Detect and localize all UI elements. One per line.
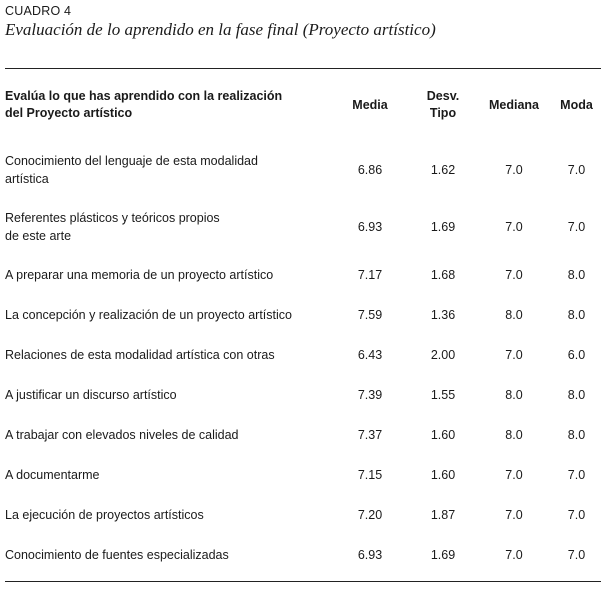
header-desv: Desv. Tipo	[410, 79, 476, 131]
cell-mediana: 7.0	[505, 219, 523, 234]
row-question: Conocimiento de fuentes especializadas	[5, 548, 229, 562]
table-row: La ejecución de proyectos artísticos 7.2…	[5, 495, 601, 535]
cell-mediana: 7.0	[505, 508, 523, 522]
results-table: Evalúa lo que has aprendido con la reali…	[5, 79, 601, 575]
document: CUADRO 4 Evaluación de lo aprendido en l…	[5, 4, 601, 582]
row-question-line1: Conocimiento del lenguaje de esta modali…	[5, 153, 258, 168]
cell-media: 7.59	[357, 308, 383, 322]
cell-moda: 8.0	[567, 308, 586, 322]
table-title: Evaluación de lo aprendido en la fase fi…	[5, 20, 436, 39]
cell-desv: 1.60	[430, 468, 456, 482]
cell-desv: 1.87	[430, 508, 456, 522]
table-row: La concepción y realización de un proyec…	[5, 295, 601, 335]
cell-desv: 1.69	[430, 219, 456, 234]
cell-media: 7.15	[357, 468, 383, 482]
header-moda: Moda	[560, 97, 593, 112]
header-media: Media	[352, 97, 388, 112]
cell-desv: 1.68	[430, 268, 456, 282]
row-question: A justificar un discurso artístico	[5, 388, 177, 402]
cell-moda: 8.0	[567, 428, 586, 442]
cell-mediana: 7.0	[505, 548, 523, 562]
cell-moda: 7.0	[567, 468, 586, 482]
bottom-rule	[5, 581, 601, 582]
cell-moda: 7.0	[567, 219, 586, 234]
row-question: Conocimiento del lenguaje de esta modali…	[5, 141, 330, 198]
table-row: Referentes plásticos y teóricos propios d…	[5, 198, 601, 255]
cell-desv: 1.62	[430, 162, 456, 177]
cell-moda: 6.0	[567, 348, 586, 362]
cell-desv: 2.00	[430, 348, 456, 362]
cell-moda: 8.0	[567, 268, 586, 282]
row-question: La concepción y realización de un proyec…	[5, 308, 292, 322]
cell-desv: 1.55	[430, 388, 456, 402]
cell-moda: 7.0	[567, 508, 586, 522]
cell-moda: 7.0	[567, 548, 586, 562]
cell-media: 7.17	[357, 268, 383, 282]
row-question: A documentarme	[5, 468, 100, 482]
header-question: Evalúa lo que has aprendido con la reali…	[5, 79, 330, 131]
header-question-line1: Evalúa lo que has aprendido con la reali…	[5, 89, 283, 103]
row-question-line2: artística	[5, 171, 49, 186]
row-question: La ejecución de proyectos artísticos	[5, 508, 204, 522]
cell-media: 6.93	[357, 219, 383, 234]
row-question: A preparar una memoria de un proyecto ar…	[5, 268, 274, 282]
row-question: A trabajar con elevados niveles de calid…	[5, 428, 239, 442]
table-label: CUADRO 4	[5, 4, 72, 18]
header-mediana: Mediana	[488, 97, 539, 112]
top-rule	[5, 68, 601, 69]
header-desv-line1: Desv.	[426, 89, 460, 103]
table-row: Relaciones de esta modalidad artística c…	[5, 335, 601, 375]
table-row: A preparar una memoria de un proyecto ar…	[5, 255, 601, 295]
cell-mediana: 8.0	[505, 388, 523, 402]
cell-media: 7.20	[357, 508, 383, 522]
cell-moda: 8.0	[567, 388, 586, 402]
cell-mediana: 8.0	[505, 428, 523, 442]
cell-moda: 7.0	[567, 162, 586, 177]
cell-mediana: 7.0	[505, 348, 523, 362]
cell-desv: 1.69	[430, 548, 456, 562]
row-question-line1: Referentes plásticos y teóricos propios	[5, 210, 220, 225]
table-row: A documentarme 7.15 1.60 7.0 7.0	[5, 455, 601, 495]
header-desv-line2: Tipo	[429, 106, 457, 120]
cell-media: 6.93	[357, 548, 383, 562]
cell-mediana: 8.0	[505, 308, 523, 322]
table-row: Conocimiento de fuentes especializadas 6…	[5, 535, 601, 575]
cell-mediana: 7.0	[505, 268, 523, 282]
cell-desv: 1.36	[430, 308, 456, 322]
header-question-line2: del Proyecto artístico	[5, 106, 133, 120]
table-row: A trabajar con elevados niveles de calid…	[5, 415, 601, 455]
cell-mediana: 7.0	[505, 468, 523, 482]
cell-mediana: 7.0	[505, 162, 523, 177]
table-row: A justificar un discurso artístico 7.39 …	[5, 375, 601, 415]
cell-media: 7.39	[357, 388, 383, 402]
row-question: Referentes plásticos y teóricos propios d…	[5, 198, 330, 255]
row-question-line2: de este arte	[5, 228, 72, 243]
header-row: Evalúa lo que has aprendido con la reali…	[5, 79, 601, 131]
cell-media: 7.37	[357, 428, 383, 442]
cell-media: 6.43	[357, 348, 383, 362]
cell-media: 6.86	[357, 162, 383, 177]
row-question: Relaciones de esta modalidad artística c…	[5, 348, 275, 362]
table-row: Conocimiento del lenguaje de esta modali…	[5, 141, 601, 198]
cell-desv: 1.60	[430, 428, 456, 442]
